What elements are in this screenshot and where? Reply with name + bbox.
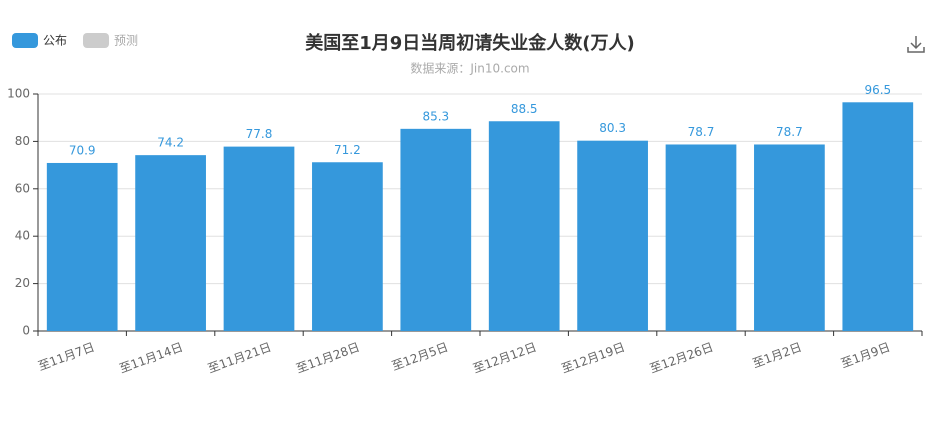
y-tick-label: 80: [15, 134, 30, 148]
x-tick-label: 至12月26日: [648, 340, 715, 376]
x-tick-label: 至11月21日: [206, 340, 273, 376]
value-label: 78.7: [776, 125, 803, 139]
y-tick-label: 100: [7, 87, 30, 101]
y-tick-label: 0: [22, 324, 30, 338]
bar: [223, 146, 295, 331]
x-tick-label: 至12月5日: [390, 340, 450, 373]
bar: [577, 140, 648, 331]
value-label: 85.3: [422, 109, 449, 123]
chart-subtitle: 数据来源：Jin10.com: [410, 61, 529, 76]
x-tick-label: 至11月14日: [118, 340, 185, 376]
value-label: 74.2: [157, 136, 184, 150]
y-tick-label: 60: [15, 181, 30, 195]
value-label: 78.7: [688, 125, 715, 139]
x-tick-label: 至1月2日: [751, 340, 804, 371]
value-label: 71.2: [334, 143, 361, 157]
x-tick-label: 至12月12日: [471, 340, 538, 376]
bar: [135, 155, 206, 331]
bar: [400, 128, 472, 331]
legend-label: 预测: [114, 34, 138, 48]
value-label: 80.3: [599, 121, 626, 135]
bar: [312, 162, 383, 331]
bar: [842, 102, 914, 331]
value-label: 77.8: [246, 127, 273, 141]
x-tick-label: 至11月7日: [36, 340, 96, 373]
bar: [488, 121, 560, 331]
x-tick-label: 至12月19日: [560, 340, 627, 376]
bar: [665, 144, 737, 331]
legend-swatch: [83, 33, 110, 48]
legend-label: 公布: [43, 34, 67, 48]
bar: [46, 162, 118, 331]
download-icon[interactable]: [907, 36, 925, 53]
y-tick-label: 20: [15, 276, 30, 290]
value-label: 88.5: [511, 102, 538, 116]
value-label: 96.5: [864, 83, 891, 97]
x-tick-label: 至1月9日: [839, 340, 892, 371]
download-glyph[interactable]: [907, 36, 925, 53]
x-tick-label: 至11月28日: [294, 340, 361, 376]
legend-swatch: [12, 33, 38, 48]
y-tick-label: 40: [15, 229, 30, 243]
bar: [754, 144, 825, 331]
chart-title: 美国至1月9日当周初请失业金人数(万人): [305, 32, 635, 54]
value-label: 70.9: [69, 143, 96, 157]
